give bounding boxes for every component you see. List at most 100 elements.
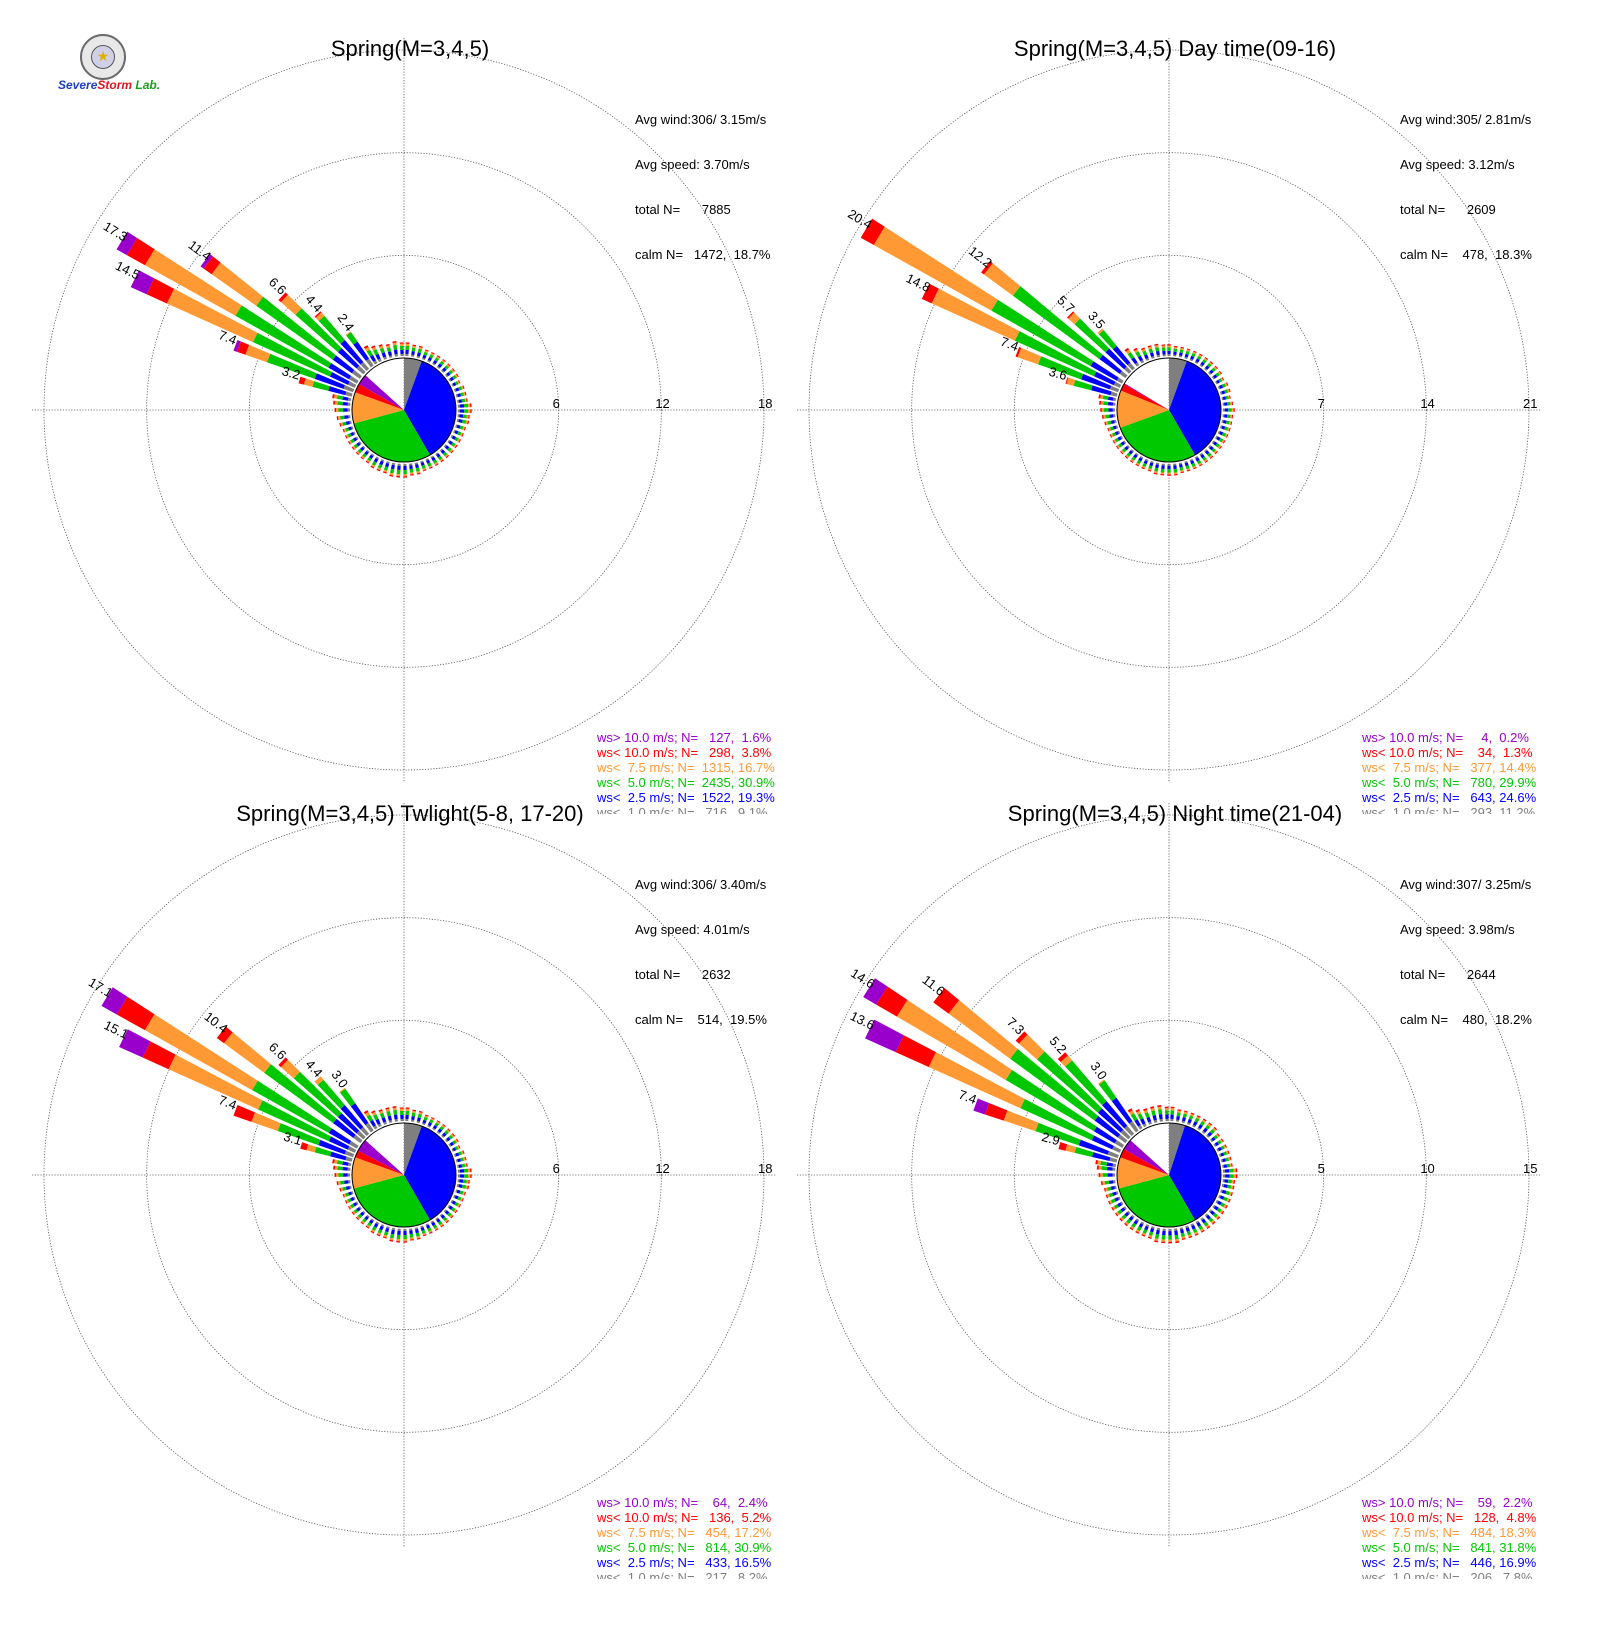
small-spoke-segment [1148,1231,1154,1236]
small-spoke-segment [412,1110,416,1114]
small-spoke-segment [456,1183,460,1188]
ring-label: 12 [655,1161,669,1176]
small-spoke-segment [457,1203,461,1208]
small-spoke-segment [1221,1189,1227,1194]
small-spoke-segment [377,1228,383,1234]
small-spoke-segment [1220,1159,1224,1163]
stats-box: Avg wind:306/ 3.15m/s Avg speed: 3.70m/s… [635,82,771,292]
small-spoke-segment [1210,1210,1216,1216]
spoke-segment [349,1140,359,1149]
small-spoke-segment [1184,1110,1188,1113]
spoke-value-label: 7.4 [957,1087,979,1107]
small-spoke-segment [457,1179,460,1183]
small-spoke-segment [1223,1204,1227,1209]
spoke-segment [1060,1055,1073,1067]
legend-item: ws< 1.0 m/s; N= 716, 9.1% [597,805,768,814]
spoke-segment [233,1105,256,1122]
small-spoke-segment [358,441,362,445]
small-spoke-segment [1201,1130,1206,1134]
small-spoke-segment [443,1209,447,1213]
small-spoke-segment [386,347,392,353]
small-spoke-segment [1195,358,1200,363]
small-spoke-segment [449,1214,453,1218]
spoke-segment [332,355,355,374]
small-spoke-segment [429,466,433,469]
spoke-segment [314,311,322,318]
spoke-segment [1074,1147,1094,1157]
legend-item: ws< 1.0 m/s; N= 217, 8.2% [597,1570,768,1579]
small-spoke-segment [1144,354,1149,360]
spoke-segment [130,270,155,295]
small-spoke-segment [1141,467,1145,470]
spoke-segment [258,1100,332,1142]
small-spoke-segment [1219,391,1223,395]
small-spoke-segment [1130,1113,1138,1121]
small-spoke-segment [416,355,420,359]
small-spoke-segment [367,457,372,462]
spoke-segment [344,1150,355,1158]
small-spoke-segment [332,394,335,399]
small-spoke-segment [1125,454,1130,459]
small-spoke-segment [1144,1112,1150,1118]
spoke-segment [314,1076,324,1085]
small-spoke-segment [423,1116,428,1121]
spoke-value-label: 4.4 [303,292,326,315]
small-spoke-segment [452,1133,456,1137]
legend-item: ws< 7.5 m/s; N= 484, 18.3% [1362,1525,1537,1540]
spoke-segment [1081,373,1112,390]
small-spoke-segment [351,426,354,430]
small-spoke-segment [416,1117,421,1122]
small-spoke-segment [345,427,350,432]
small-spoke-segment [1150,1107,1155,1112]
small-spoke-segment [1127,1210,1131,1215]
small-spoke-segment [338,1173,344,1177]
legend-item: ws< 1.0 m/s; N= 206, 7.8% [1362,1570,1533,1579]
small-spoke-segment [1174,1228,1178,1231]
small-spoke-segment [1179,352,1183,357]
small-spoke-segment [1179,1227,1184,1230]
spoke-segment [1107,1150,1119,1159]
small-spoke-segment [1120,450,1124,455]
small-spoke-segment [1141,348,1146,352]
small-spoke-segment [385,462,390,468]
spoke-segment [235,305,332,368]
small-spoke-segment [450,1133,455,1138]
small-spoke-segment [347,1198,352,1203]
small-spoke-segment [1222,420,1227,424]
small-spoke-segment [342,1186,347,1191]
spoke-segment [306,1144,317,1153]
spoke-segment [245,344,271,363]
small-spoke-segment [1170,1114,1174,1120]
small-spoke-segment [363,1110,369,1114]
small-spoke-segment [1124,455,1129,459]
small-spoke-segment [1154,345,1159,348]
small-spoke-segment [377,1232,382,1236]
calm-pie-wedge [353,410,430,462]
small-spoke-segment [418,346,423,350]
small-spoke-segment [400,349,404,355]
small-spoke-segment [371,1111,377,1116]
small-spoke-segment [1213,1143,1217,1147]
spoke-segment [142,1041,176,1070]
legend-item: ws< 7.5 m/s; N= 454, 17.2% [597,1525,772,1540]
small-spoke-segment [403,1228,407,1232]
small-spoke-segment [1184,460,1188,464]
small-spoke-segment [1219,445,1223,450]
small-spoke-segment [1228,1191,1232,1196]
small-spoke-segment [1138,1223,1144,1228]
small-spoke-segment [336,1181,339,1186]
small-spoke-segment [437,455,443,461]
small-spoke-segment [420,460,424,463]
small-spoke-segment [1148,1121,1152,1125]
ring-label: 7 [1318,396,1325,411]
calm-count-text: calm N= 514, 19.5% [635,1012,767,1027]
small-spoke-segment [369,354,376,362]
small-spoke-segment [1211,440,1215,444]
small-spoke-segment [1201,1218,1207,1224]
small-spoke-segment [458,1184,463,1188]
small-spoke-segment [400,353,404,357]
small-spoke-segment [1189,358,1193,362]
small-spoke-segment [1227,395,1230,400]
small-spoke-segment [437,1220,443,1226]
small-spoke-segment [334,400,338,405]
